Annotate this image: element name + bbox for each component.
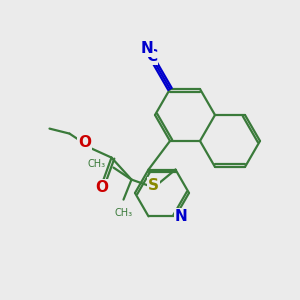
- Text: CH₃: CH₃: [87, 159, 106, 169]
- Text: N: N: [175, 209, 188, 224]
- Text: S: S: [148, 178, 159, 193]
- Text: O: O: [95, 180, 108, 195]
- Text: CH₃: CH₃: [114, 208, 133, 218]
- Text: C: C: [146, 50, 157, 64]
- Text: N: N: [140, 41, 153, 56]
- Text: O: O: [78, 135, 91, 150]
